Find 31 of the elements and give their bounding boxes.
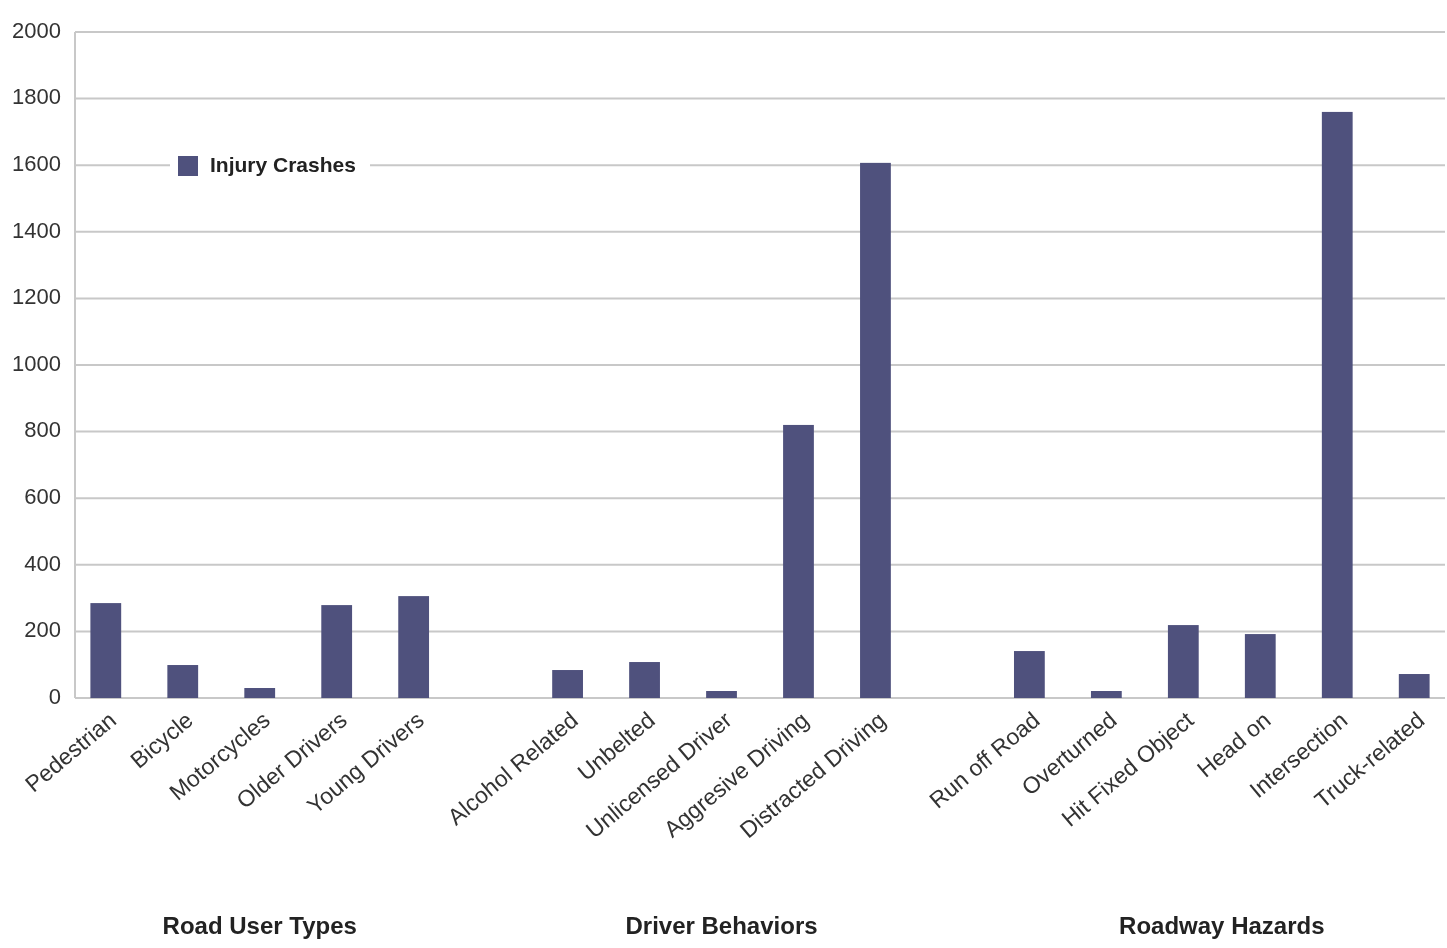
bar (1321, 111, 1353, 698)
bar (398, 596, 430, 698)
bar (167, 665, 199, 698)
legend-label: Injury Crashes (210, 152, 356, 176)
bar (706, 691, 737, 698)
bar (1167, 625, 1199, 698)
y-tick-label: 1000 (12, 350, 61, 376)
y-tick-label: 1200 (12, 284, 61, 310)
y-tick-label: 2000 (12, 17, 61, 43)
y-tick-label: 1400 (12, 217, 61, 243)
bar (1398, 674, 1430, 698)
y-tick-label: 200 (24, 617, 61, 643)
bar (1244, 634, 1276, 698)
text: Driver Behaviors (625, 912, 818, 940)
bar (1090, 691, 1122, 698)
text: Road User Types (162, 912, 357, 940)
y-tick-label: 400 (24, 550, 61, 576)
bar (552, 670, 583, 698)
y-tick-label: 800 (24, 417, 61, 443)
y-tick-label: 1800 (12, 84, 61, 110)
y-tick-label: 1600 (12, 151, 61, 177)
y-tick-label: 0 (48, 683, 61, 709)
bar (90, 603, 122, 698)
bar (629, 662, 660, 698)
text: Roadway Hazards (1119, 912, 1325, 940)
bar (321, 605, 353, 698)
bar (1013, 651, 1045, 698)
bar (783, 424, 814, 698)
y-tick-label: 600 (24, 484, 61, 510)
bar (860, 162, 891, 698)
bar (244, 688, 276, 698)
